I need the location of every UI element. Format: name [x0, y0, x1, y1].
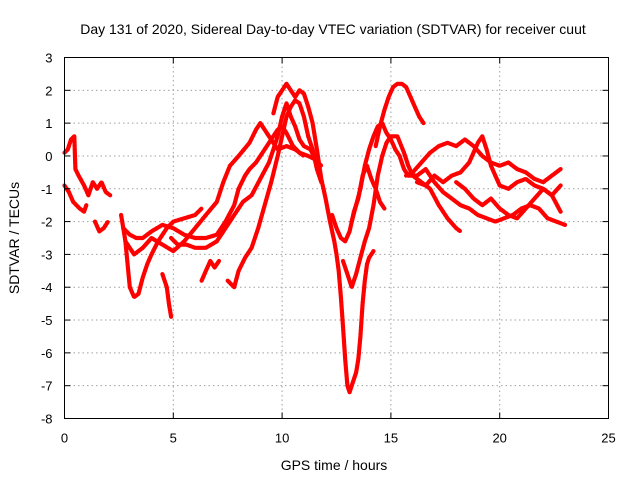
- y-axis-label: SDTVAR / TECUs: [6, 182, 22, 294]
- x-tick-label: 5: [170, 431, 177, 446]
- series-arc-5: [121, 124, 324, 241]
- y-tick-label: -8: [41, 412, 53, 427]
- series-arc-7: [160, 272, 174, 319]
- y-tick-label: -6: [41, 346, 53, 361]
- x-tick-label: 25: [601, 431, 615, 446]
- x-tick-label: 0: [61, 431, 68, 446]
- x-tick-label: 20: [492, 431, 506, 446]
- x-tick-label: 15: [384, 431, 398, 446]
- y-tick-label: 3: [45, 51, 52, 66]
- grid: [64, 57, 609, 419]
- y-tick-label: -1: [41, 182, 53, 197]
- series-arc-15: [373, 81, 426, 149]
- series-arc-4: [118, 206, 204, 300]
- y-tick-label: -2: [41, 215, 53, 230]
- plot-frame: [64, 57, 609, 419]
- series-arc-8: [169, 101, 319, 250]
- data-series: [62, 81, 568, 395]
- series-arc-3: [92, 219, 111, 234]
- y-tick-label: 2: [45, 83, 52, 98]
- series-arc-17: [414, 134, 563, 198]
- series-arc-11: [271, 81, 376, 395]
- series-arc-14: [349, 120, 568, 227]
- series-arc-10: [225, 98, 324, 290]
- axis-ticks: 0 5 10 15 20 25 -8 -7 -6 -5 -4 -3 -2 -1 0 1 2 3: [41, 51, 616, 446]
- series-arc-9: [199, 258, 222, 283]
- chart-title: Day 131 of 2020, Sidereal Day-to-day VTE…: [80, 21, 586, 37]
- y-tick-label: 1: [45, 116, 52, 131]
- series-arc-16: [404, 137, 563, 185]
- y-tick-label: -3: [41, 247, 53, 262]
- x-axis-label: GPS time / hours: [281, 457, 388, 473]
- y-tick-label: -4: [41, 280, 53, 295]
- series-arc-18: [454, 180, 563, 221]
- y-tick-label: -5: [41, 313, 53, 328]
- y-tick-label: -7: [41, 379, 53, 394]
- series-arc-2: [62, 183, 89, 214]
- x-tick-label: 10: [275, 431, 289, 446]
- y-tick-label: 0: [45, 149, 52, 164]
- series-arc-1: [62, 134, 113, 198]
